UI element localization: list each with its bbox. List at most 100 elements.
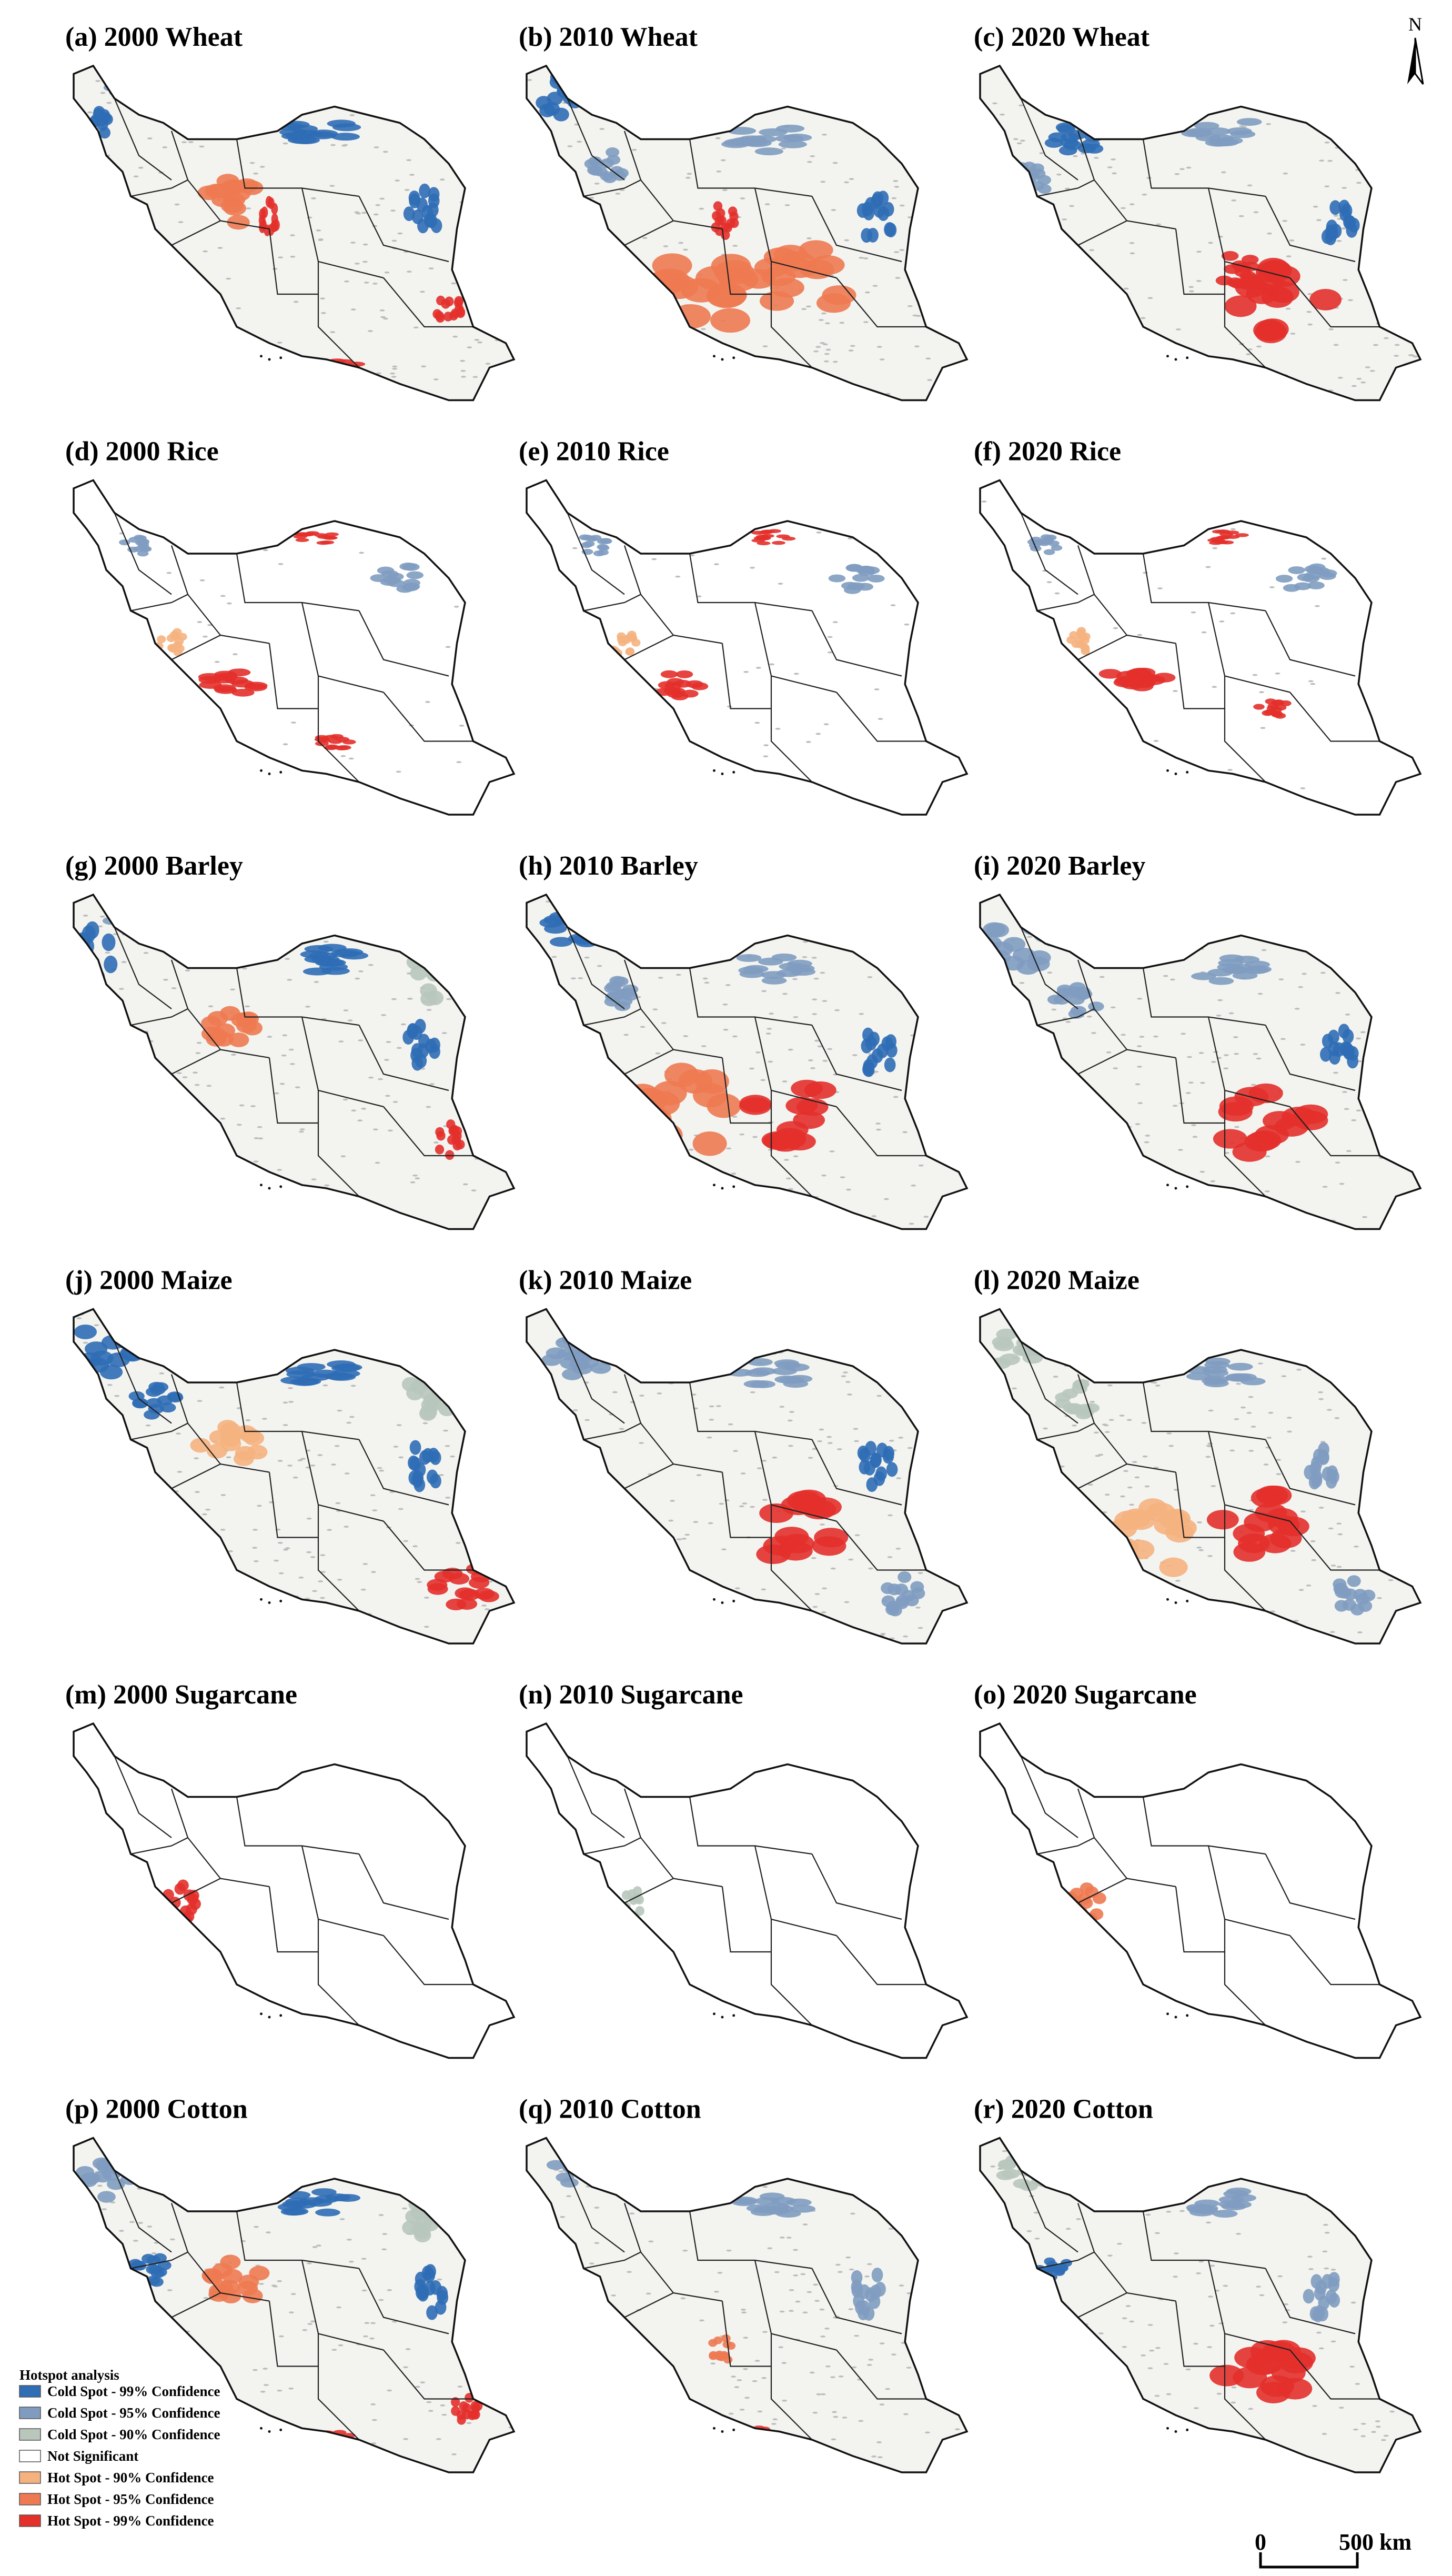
country-border — [527, 1309, 967, 1644]
hotspot-patch — [1266, 1508, 1298, 1528]
hotspot-patch — [652, 253, 692, 278]
not-significant-cell — [106, 102, 112, 104]
province-border — [237, 1797, 359, 1855]
not-significant-cell — [762, 2186, 768, 2188]
hotspot-patch — [1066, 986, 1083, 996]
not-significant-cell — [360, 1588, 366, 1591]
hotspot-patch — [418, 1034, 430, 1049]
hotspot-patch — [86, 970, 100, 988]
not-significant-cell — [873, 1070, 879, 1073]
hotspot-patch — [1346, 223, 1358, 238]
island — [721, 2430, 724, 2433]
not-significant-cell — [808, 1457, 813, 1459]
not-significant-cell — [899, 204, 905, 207]
province-border — [722, 644, 771, 709]
not-significant-cell — [176, 1072, 182, 1075]
hotspot-patch — [600, 538, 612, 544]
island — [713, 2012, 715, 2016]
hotspot-patch — [686, 680, 703, 688]
island — [1174, 1601, 1177, 1604]
hotspot-patch — [862, 1061, 874, 1077]
hotspot-patch — [1347, 1575, 1361, 1587]
hotspot-patch — [1278, 2378, 1313, 2400]
not-significant-cell — [87, 111, 93, 114]
not-significant-cell — [1093, 1431, 1099, 1434]
hotspot-patch — [710, 308, 751, 333]
hotspot-patch — [874, 2282, 886, 2297]
not-significant-cell — [789, 1411, 795, 1413]
hotspot-patch — [157, 635, 166, 644]
hotspot-patch — [86, 1358, 109, 1373]
not-significant-cell — [832, 2411, 838, 2413]
island — [732, 356, 735, 359]
not-significant-cell — [182, 141, 187, 144]
not-significant-cell — [789, 2310, 794, 2312]
hotspot-patch — [597, 549, 609, 556]
not-significant-cell — [824, 353, 830, 355]
not-significant-cell — [293, 300, 299, 303]
not-significant-cell — [1154, 2394, 1160, 2397]
not-significant-cell — [277, 1169, 283, 1171]
province-border — [237, 554, 359, 611]
not-significant-cell — [842, 1371, 848, 1374]
hotspot-patch — [82, 925, 96, 943]
not-significant-cell — [1261, 949, 1267, 951]
not-significant-cell — [395, 179, 400, 182]
not-significant-cell — [318, 238, 324, 240]
not-significant-cell — [570, 977, 576, 980]
not-significant-cell — [1345, 1014, 1350, 1016]
not-significant-cell — [812, 1606, 818, 1608]
hotspot-patch — [311, 1369, 340, 1378]
hotspot-patch — [774, 1527, 809, 1547]
island — [279, 356, 283, 359]
not-significant-cell — [846, 1188, 852, 1191]
province-border — [812, 1440, 902, 1505]
not-significant-cell — [787, 1419, 793, 1422]
not-significant-cell — [1108, 1419, 1114, 1421]
not-significant-cell — [336, 2306, 342, 2309]
not-significant-cell — [707, 1436, 712, 1439]
not-significant-cell — [362, 243, 368, 246]
hotspot-patch — [1210, 537, 1224, 541]
island — [713, 1184, 715, 1187]
not-significant-cell — [1265, 1155, 1270, 1158]
not-significant-cell — [678, 242, 684, 244]
not-significant-cell — [1135, 1083, 1141, 1086]
hotspot-patch — [1076, 629, 1086, 637]
not-significant-cell — [849, 178, 854, 181]
not-significant-cell — [121, 961, 127, 964]
hotspot-patch — [1075, 640, 1084, 648]
not-significant-cell — [1134, 1476, 1140, 1479]
not-significant-cell — [342, 144, 348, 146]
hotspot-patch — [1266, 705, 1278, 711]
hotspot-patch — [419, 2199, 437, 2214]
not-significant-cell — [1012, 1387, 1017, 1390]
not-significant-cell — [814, 1593, 820, 1595]
not-significant-cell — [1199, 1170, 1205, 1173]
not-significant-cell — [252, 2369, 258, 2371]
hotspot-patch — [127, 917, 143, 926]
not-significant-cell — [102, 2208, 107, 2210]
not-significant-cell — [911, 1184, 916, 1187]
not-significant-cell — [879, 358, 885, 360]
not-significant-cell — [793, 2249, 798, 2251]
not-significant-cell — [1253, 1053, 1258, 1055]
hotspot-patch — [868, 1031, 880, 1047]
not-significant-cell — [319, 1597, 325, 1599]
not-significant-cell — [311, 1178, 317, 1180]
hotspot-patch — [604, 983, 620, 994]
country-border — [74, 895, 514, 1229]
not-significant-cell — [387, 2389, 392, 2392]
not-significant-cell — [403, 1540, 409, 1542]
not-significant-cell — [824, 322, 830, 325]
not-significant-cell — [1310, 1540, 1316, 1542]
hotspot-patch — [127, 914, 144, 922]
not-significant-cell — [1107, 166, 1113, 168]
hotspot-patch — [424, 944, 442, 959]
not-significant-cell — [722, 1003, 728, 1006]
hotspot-patch — [1350, 1603, 1365, 1616]
not-significant-cell — [612, 1391, 618, 1394]
not-significant-cell — [460, 359, 466, 362]
not-significant-cell — [1113, 1067, 1118, 1069]
hotspot-patch — [871, 2267, 883, 2282]
